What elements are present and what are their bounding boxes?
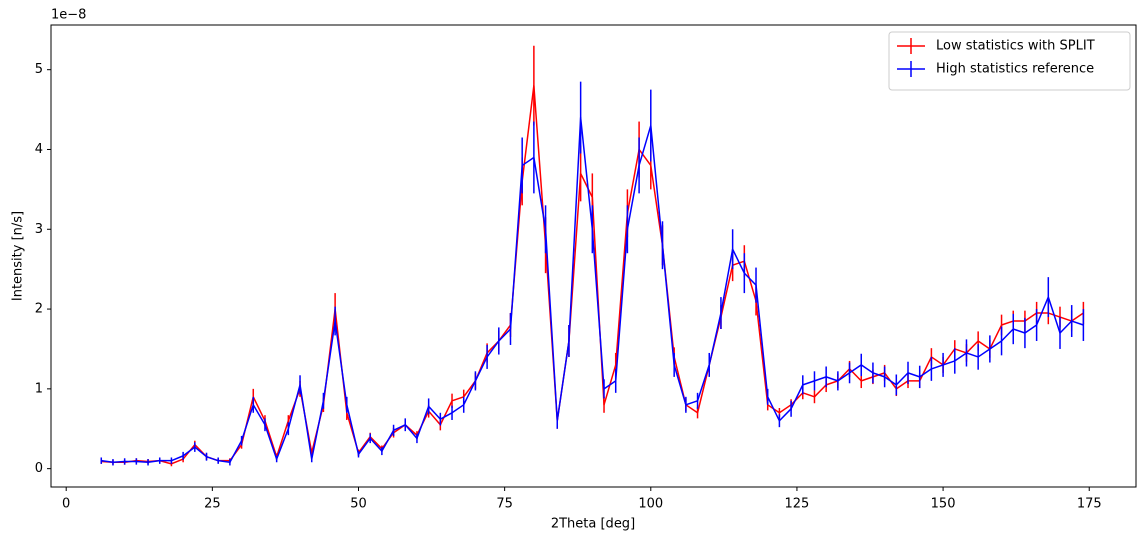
data-line: [101, 84, 1084, 465]
legend-label: High statistics reference: [936, 62, 1094, 77]
y-axis-label: Intensity [n/s]: [11, 211, 26, 301]
x-tick-label: 100: [638, 497, 663, 512]
data-line: [101, 116, 1084, 464]
x-tick-label: 150: [931, 497, 956, 512]
y-tick-label: 0: [35, 461, 43, 476]
y-tick-label: 2: [35, 302, 43, 317]
x-tick-label: 0: [62, 497, 70, 512]
y-tick-label: 4: [35, 142, 43, 157]
x-axis-label: 2Theta [deg]: [551, 517, 635, 532]
x-tick-label: 175: [1077, 497, 1102, 512]
y-offset-label: 1e−8: [51, 8, 86, 23]
x-tick-label: 25: [204, 497, 221, 512]
x-tick-label: 125: [785, 497, 810, 512]
y-tick-label: 1: [35, 381, 43, 396]
y-tick-label: 3: [35, 222, 43, 237]
legend-label: Low statistics with SPLIT: [936, 39, 1095, 54]
x-tick-label: 50: [350, 497, 367, 512]
plot-frame: [50, 24, 1137, 488]
x-tick-label: 75: [496, 497, 513, 512]
legend-box: [888, 31, 1131, 91]
y-tick-label: 5: [35, 62, 43, 77]
